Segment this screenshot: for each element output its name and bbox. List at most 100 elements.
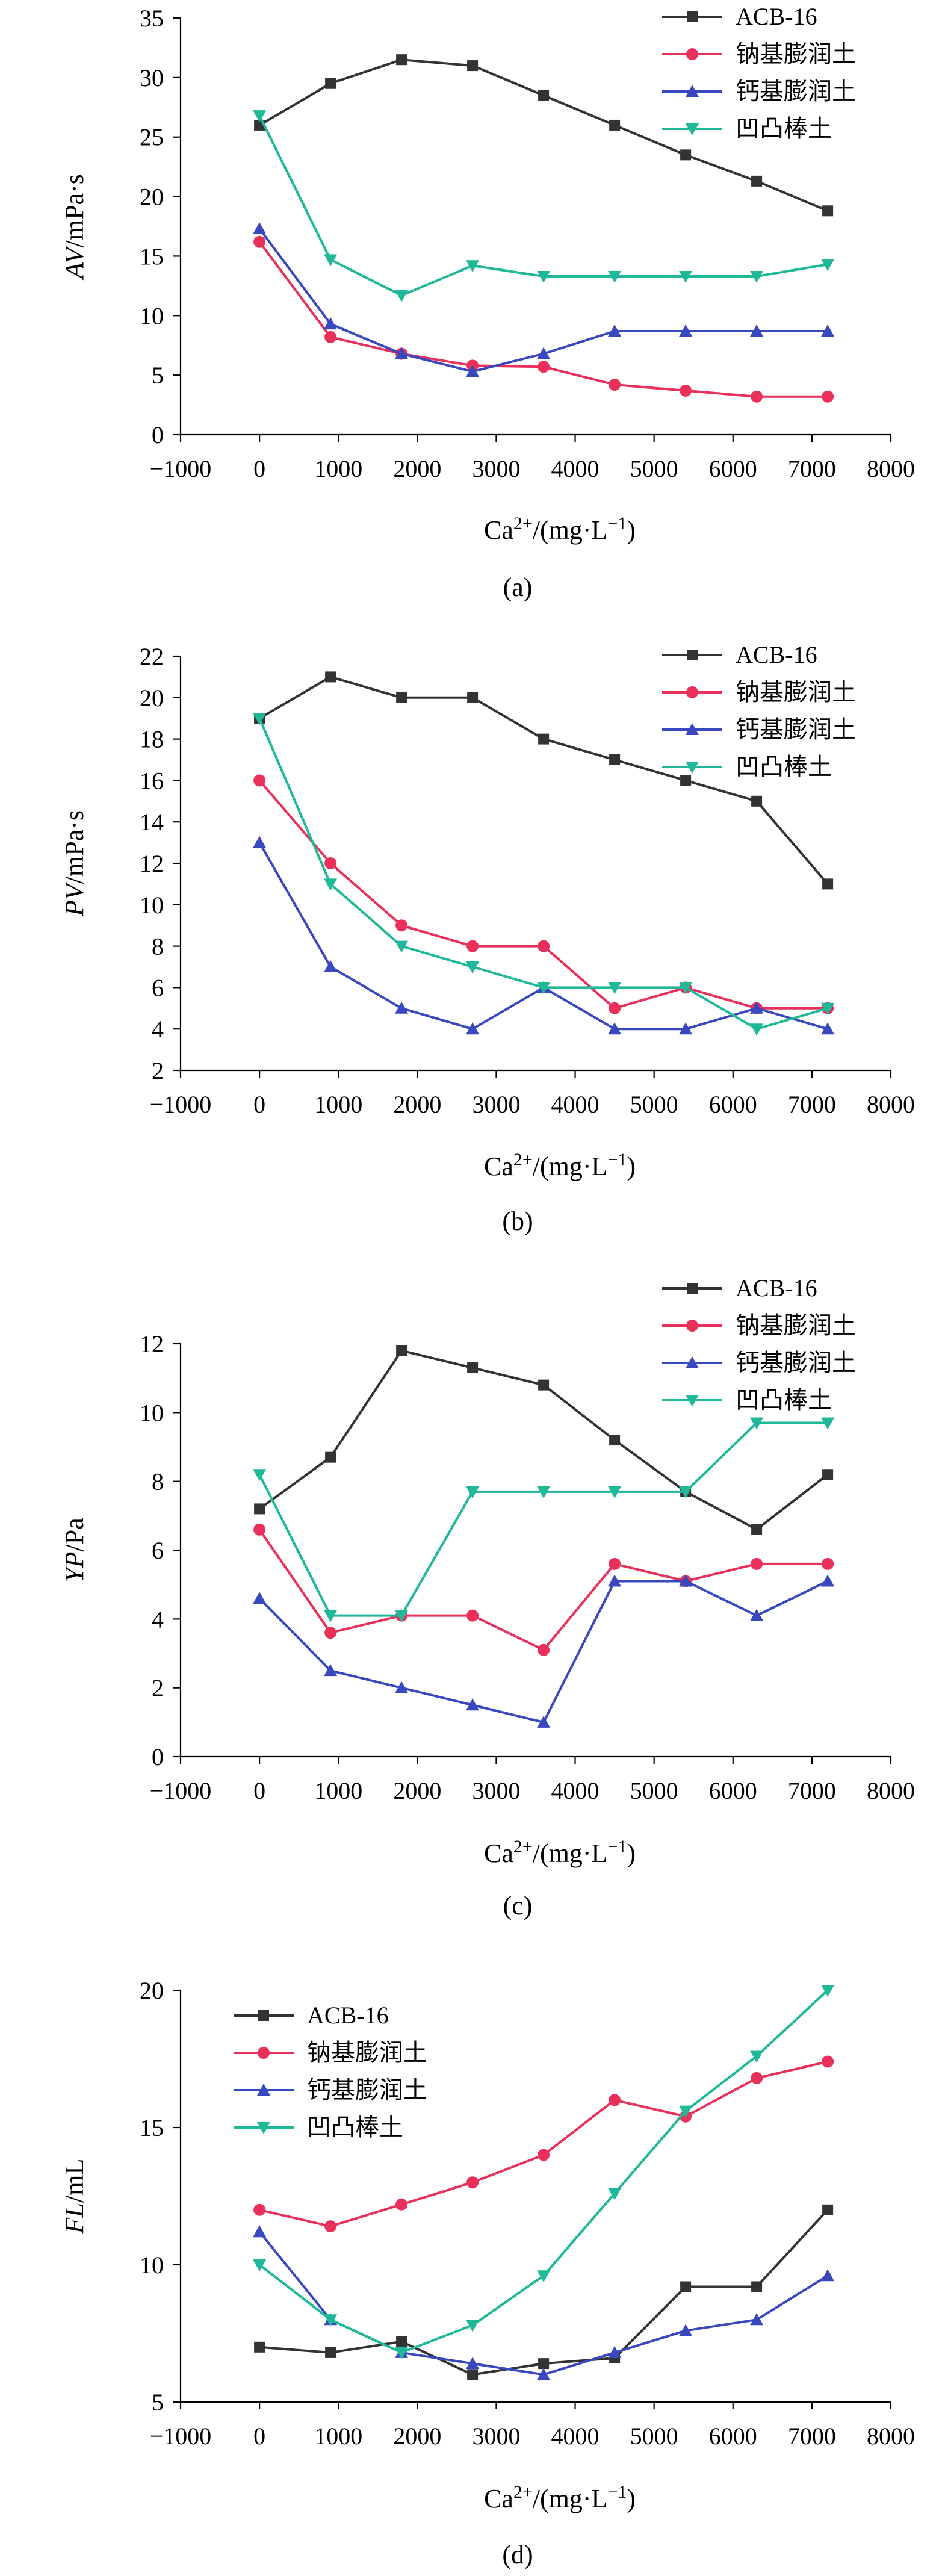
data-point <box>537 1715 551 1728</box>
data-point <box>395 347 409 359</box>
x-tick-label: −1000 <box>150 455 212 482</box>
data-point <box>395 1001 409 1014</box>
series-line <box>259 2209 829 2376</box>
data-point <box>537 271 551 284</box>
x-tick-label: 8000 <box>867 1777 915 1804</box>
series-2 <box>253 774 834 1014</box>
data-point <box>821 324 835 337</box>
data-point <box>751 1524 763 1535</box>
data-point <box>538 2358 550 2370</box>
legend-marker <box>258 2047 270 2059</box>
x-tick-label: 1000 <box>314 2422 362 2450</box>
legend-label: 钙基膨润土 <box>307 2076 427 2103</box>
data-point <box>751 2072 763 2084</box>
legend-label: 凹凸棒土 <box>307 2114 403 2141</box>
data-point <box>608 271 622 284</box>
y-tick-label: 22 <box>140 643 164 670</box>
legend-marker <box>687 1283 698 1294</box>
data-point <box>253 110 267 123</box>
x-axis-title: Ca2+/(mg·L−1) <box>484 2482 636 2513</box>
data-point <box>538 1379 550 1391</box>
y-tick-label: 6 <box>152 974 164 1001</box>
data-point <box>395 2347 409 2359</box>
legend-marker <box>257 2084 270 2096</box>
data-point <box>821 1574 835 1587</box>
data-point <box>750 2050 764 2063</box>
series-4 <box>253 1417 835 1622</box>
data-point <box>821 1417 835 1430</box>
y-tick-label: 10 <box>140 302 164 329</box>
series-2 <box>253 2055 834 2233</box>
y-tick-label: 18 <box>140 726 164 753</box>
y-tick-label: 8 <box>152 1468 164 1495</box>
data-point <box>324 317 338 330</box>
panel-label: (c) <box>503 1891 533 1920</box>
data-point <box>324 331 337 343</box>
data-point <box>679 1486 693 1498</box>
data-point <box>750 324 764 337</box>
series-line <box>258 842 828 1031</box>
data-point <box>821 2269 835 2282</box>
legend-label: 钙基膨润土 <box>736 1349 856 1376</box>
data-point <box>325 1451 336 1463</box>
data-point <box>821 1022 835 1035</box>
y-tick-label: 4 <box>152 1016 164 1043</box>
x-tick-label: 4000 <box>551 1777 599 1804</box>
y-tick-label: 0 <box>152 421 164 448</box>
y-tick-label: 30 <box>140 64 164 92</box>
data-point <box>680 2281 692 2292</box>
chart-panel-2: −1000 0 1000 2000 3000 4000 5000 6000 7000 8000 2 4… <box>60 641 915 1236</box>
data-point <box>750 1609 764 1621</box>
data-point <box>751 1557 763 1570</box>
y-axis-title: PV/mPa·s <box>60 810 89 917</box>
data-point <box>538 361 550 373</box>
legend-label: 钠基膨润土 <box>736 40 856 67</box>
chart-panel-1: −1000 0 1000 2000 3000 4000 5000 6000 7000 8000 0 5… <box>60 3 915 602</box>
y-axis-title: YP/Pa <box>60 1518 89 1583</box>
series-4 <box>253 1985 835 2359</box>
data-point <box>537 347 551 359</box>
y-tick-label: 2 <box>152 1675 164 1702</box>
legend-marker <box>686 1320 698 1332</box>
y-tick-label: 25 <box>140 124 164 151</box>
y-tick-label: 0 <box>152 1743 164 1771</box>
data-point <box>608 1486 622 1498</box>
y-tick-label: 16 <box>140 767 164 794</box>
x-tick-label: 0 <box>253 1777 265 1804</box>
x-tick-label: 2000 <box>393 2422 441 2450</box>
x-tick-label: −1000 <box>150 2422 212 2450</box>
x-tick-label: 5000 <box>630 2422 678 2450</box>
x-tick-label: 6000 <box>709 455 757 482</box>
data-point <box>751 175 763 187</box>
data-point <box>324 878 338 891</box>
x-tick-label: 5000 <box>630 455 678 482</box>
data-point <box>751 390 763 403</box>
x-tick-label: 1000 <box>314 1777 362 1804</box>
series-1 <box>254 2204 834 2380</box>
series-2 <box>253 235 834 403</box>
data-point <box>253 774 266 787</box>
data-point <box>395 2198 408 2211</box>
x-tick-label: 6000 <box>709 1091 757 1118</box>
x-tick-label: 7000 <box>788 1091 836 1118</box>
data-point <box>609 378 621 391</box>
data-point <box>750 1001 764 1014</box>
panel-label: (d) <box>502 2540 533 2569</box>
data-point <box>467 692 479 703</box>
legend-label: 凹凸棒土 <box>736 753 832 780</box>
data-point <box>679 1022 693 1035</box>
data-point <box>466 1022 480 1035</box>
data-point <box>609 2094 621 2106</box>
data-point <box>325 671 336 683</box>
series-1 <box>254 671 834 890</box>
data-point <box>822 2204 834 2215</box>
y-tick-label: 4 <box>152 1606 164 1633</box>
data-point <box>537 2270 551 2283</box>
data-point <box>750 271 764 284</box>
x-tick-label: 3000 <box>472 455 520 482</box>
data-point <box>466 961 480 973</box>
data-point <box>253 1523 266 1536</box>
data-point <box>609 1435 621 1446</box>
